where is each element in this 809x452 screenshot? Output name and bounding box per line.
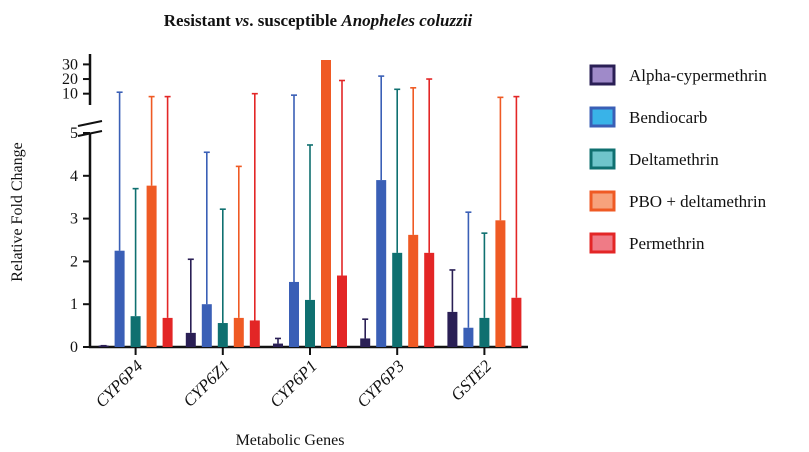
bar bbox=[217, 323, 228, 347]
bar bbox=[130, 316, 141, 347]
bar bbox=[392, 252, 403, 347]
bars bbox=[98, 60, 522, 347]
bar bbox=[360, 338, 371, 347]
chart-title: Resistant vs. susceptible Anopheles colu… bbox=[164, 11, 473, 30]
legend-swatch bbox=[589, 64, 616, 86]
bar bbox=[114, 250, 125, 347]
bar bbox=[162, 317, 173, 347]
y-tick-label: 0 bbox=[70, 339, 78, 356]
y-tick-label: 30 bbox=[62, 56, 78, 73]
legend-label: Bendiocarb bbox=[629, 108, 707, 127]
y-tick-label: 2 bbox=[70, 253, 78, 270]
x-tick-label: GSTE2 bbox=[447, 356, 496, 405]
y-tick-label: 10 bbox=[62, 86, 78, 103]
legend-swatch bbox=[589, 190, 616, 212]
bar bbox=[146, 185, 157, 347]
bar bbox=[424, 252, 435, 347]
bar bbox=[233, 317, 244, 347]
y-tick-label: 3 bbox=[70, 211, 78, 228]
bar bbox=[201, 304, 212, 347]
x-tick-label: CYP6P1 bbox=[266, 356, 321, 411]
y-tick-label: 20 bbox=[62, 71, 78, 88]
y-tick-label: 1 bbox=[70, 296, 78, 313]
title-part: Anopheles coluzzii bbox=[340, 11, 472, 30]
legend-swatch bbox=[589, 106, 616, 128]
y-tick-label: 4 bbox=[70, 168, 78, 185]
bar bbox=[305, 299, 315, 347]
bar bbox=[321, 60, 331, 347]
x-tick-label: CYP6P4 bbox=[92, 356, 147, 411]
legend-label: Permethrin bbox=[629, 234, 705, 253]
bar bbox=[479, 317, 490, 347]
legend-swatch bbox=[589, 148, 616, 170]
category-labels: CYP6P4 CYP6Z1 CYP6P1 CYP6P3 GSTE2 bbox=[92, 356, 496, 411]
x-axis-title: Metabolic Genes bbox=[236, 432, 345, 449]
bar bbox=[289, 281, 299, 347]
title-part: Resistant bbox=[164, 11, 235, 30]
x-tick-label: CYP6Z1 bbox=[179, 356, 233, 410]
legend: Alpha-cypermethrin Bendiocarb Deltamethrin… bbox=[589, 64, 767, 254]
axis-break-mark bbox=[77, 120, 103, 127]
title-part: vs bbox=[235, 11, 250, 30]
bar bbox=[463, 327, 474, 347]
bar bbox=[511, 297, 522, 347]
bar bbox=[447, 311, 458, 347]
title-part: . susceptible bbox=[249, 11, 341, 30]
y-axis-title: Relative Fold Change bbox=[9, 142, 26, 282]
legend-swatch bbox=[589, 232, 616, 254]
error-bars bbox=[100, 60, 520, 347]
bar bbox=[337, 275, 347, 347]
x-tick-label: CYP6P3 bbox=[353, 356, 408, 411]
bar bbox=[376, 180, 387, 347]
legend-label: Alpha-cypermethrin bbox=[629, 66, 767, 85]
legend-label: Deltamethrin bbox=[629, 150, 719, 169]
bar bbox=[185, 332, 196, 347]
y-tick-label: 5 bbox=[70, 125, 78, 142]
bar bbox=[408, 234, 419, 347]
bar bbox=[273, 343, 283, 347]
bar bbox=[249, 320, 260, 347]
legend-label: PBO + deltamethrin bbox=[629, 192, 767, 211]
bar bbox=[495, 220, 506, 347]
